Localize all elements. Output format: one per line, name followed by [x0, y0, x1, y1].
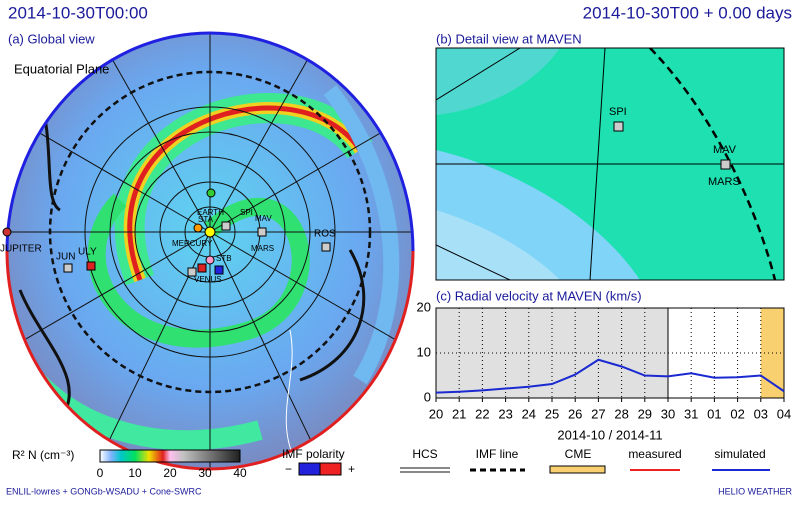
x-tick-label: 23: [498, 406, 512, 421]
time-left: 2014-10-30T00:00: [8, 3, 148, 22]
x-tick-label: 26: [568, 406, 582, 421]
x-tick-label: 04: [777, 406, 791, 421]
body-label: EARTH: [197, 208, 224, 217]
x-tick-label: 02: [730, 406, 744, 421]
colorbar-tick: 10: [128, 466, 142, 480]
chart-title: (c) Radial velocity at MAVEN (km/s): [436, 288, 642, 303]
x-tick-label: 20: [429, 406, 443, 421]
body-label: MERCURY: [172, 239, 213, 248]
x-tick-label: 30: [661, 406, 675, 421]
x-tick-label: 22: [475, 406, 489, 421]
body-label: SPI: [609, 106, 627, 118]
global-labels: EARTH SPI MAV MARS ROS MERCURY JUN ULY J…: [0, 208, 336, 284]
body-label: ROS: [314, 229, 336, 240]
body-label: STA: [198, 215, 214, 224]
x-tick-label: 24: [522, 406, 536, 421]
x-tick-label: 21: [452, 406, 466, 421]
legend-text: simulated: [714, 447, 765, 461]
series-line: [435, 358, 785, 394]
x-tick-label: 27: [591, 406, 605, 421]
legend-text: +: [348, 462, 355, 476]
panel-title: (a) Global view: [8, 31, 95, 46]
x-tick-label: 29: [638, 406, 652, 421]
colorbar-tick: 0: [97, 466, 104, 480]
x-tick-label: 31: [684, 406, 698, 421]
colorbar-tick: 30: [198, 466, 212, 480]
body-label: JUPITER: [0, 244, 42, 255]
body-label: MAV: [255, 214, 272, 223]
x-axis-title: 2014-10 / 2014-11: [557, 427, 662, 442]
body-label: MARS: [251, 244, 274, 253]
x-tick-label: 03: [754, 406, 768, 421]
body-label: MARS: [708, 176, 740, 188]
time-right: 2014-10-30T00 + 0.00 days: [583, 3, 792, 22]
y-tick-label: 0: [424, 389, 431, 404]
x-tick-label: 28: [614, 406, 628, 421]
body-label: ULY: [78, 247, 97, 258]
plot-frame: [435, 307, 785, 399]
body-label: SPI: [240, 208, 253, 217]
legend-text: CME: [565, 447, 592, 461]
detail-view: [436, 48, 784, 280]
y-tick-label: 20: [417, 299, 431, 314]
colorbar-tick: 20: [163, 466, 177, 480]
body-label: MAV: [713, 144, 737, 156]
panel-title: (b) Detail view at MAVEN: [436, 31, 582, 46]
footer: ENLIL-lowres + GONGb-WSADU + Cone-SWRC: [6, 486, 202, 496]
y-tick-label: 10: [417, 344, 431, 359]
legend-text: HCS: [412, 447, 437, 461]
x-tick-label: 01: [707, 406, 721, 421]
colorbar-tick: 40: [233, 466, 247, 480]
colorbar-label: R² N (cm⁻³): [12, 448, 74, 462]
plane-label: Equatorial Plane: [14, 61, 109, 76]
body-label: STB: [216, 254, 232, 263]
footer: HELIO WEATHER: [718, 486, 792, 496]
body-label: VENUS: [194, 275, 222, 284]
legend-text: −: [285, 462, 292, 476]
legend-text: IMF line: [476, 447, 519, 461]
legend-text: measured: [628, 447, 681, 461]
body-label: JUN: [56, 252, 75, 263]
global-disk: [7, 33, 413, 469]
x-tick-label: 25: [545, 406, 559, 421]
legend: R² N (cm⁻³) IMF polarity − + HCS IMF lin…: [12, 447, 770, 476]
legend-text: IMF polarity: [282, 447, 345, 461]
